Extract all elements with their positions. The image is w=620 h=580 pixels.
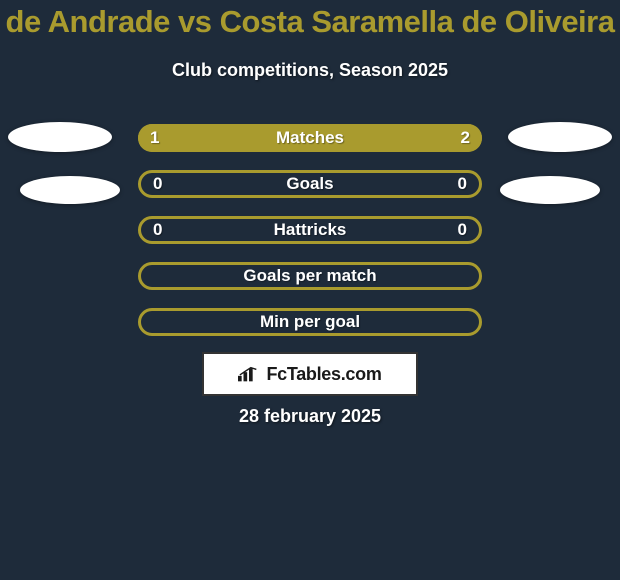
- stat-left-value: 0: [153, 220, 162, 240]
- stat-left-value: 1: [150, 128, 159, 148]
- stat-right-value: 0: [458, 220, 467, 240]
- comparison-infographic: de Andrade vs Costa Saramella de Oliveir…: [0, 0, 620, 580]
- subtitle: Club competitions, Season 2025: [0, 60, 620, 81]
- stat-label: Goals: [141, 174, 479, 194]
- stat-row-goals: Goals0 0: [138, 170, 482, 198]
- logo-text: FcTables.com: [266, 364, 381, 385]
- player-badge-3: [20, 176, 120, 204]
- stat-label: Min per goal: [141, 312, 479, 332]
- page-title: de Andrade vs Costa Saramella de Oliveir…: [0, 4, 620, 40]
- stat-right-value: 2: [461, 128, 470, 148]
- player-badge-4: [500, 176, 600, 204]
- stat-label: Goals per match: [141, 266, 479, 286]
- stat-left-value: 0: [153, 174, 162, 194]
- player-badge-1: [8, 122, 112, 152]
- stat-label: Hattricks: [141, 220, 479, 240]
- stat-row-min-per-goal: Min per goal: [138, 308, 482, 336]
- stat-row-hattricks: Hattricks0 0: [138, 216, 482, 244]
- stat-row-goals-per-match: Goals per match: [138, 262, 482, 290]
- date-caption: 28 february 2025: [0, 406, 620, 427]
- player-badge-2: [508, 122, 612, 152]
- fctables-logo: FcTables.com: [202, 352, 418, 396]
- bars-icon: [238, 366, 260, 382]
- stat-row-matches: Matches12: [138, 124, 482, 152]
- stat-right-value: 0: [458, 174, 467, 194]
